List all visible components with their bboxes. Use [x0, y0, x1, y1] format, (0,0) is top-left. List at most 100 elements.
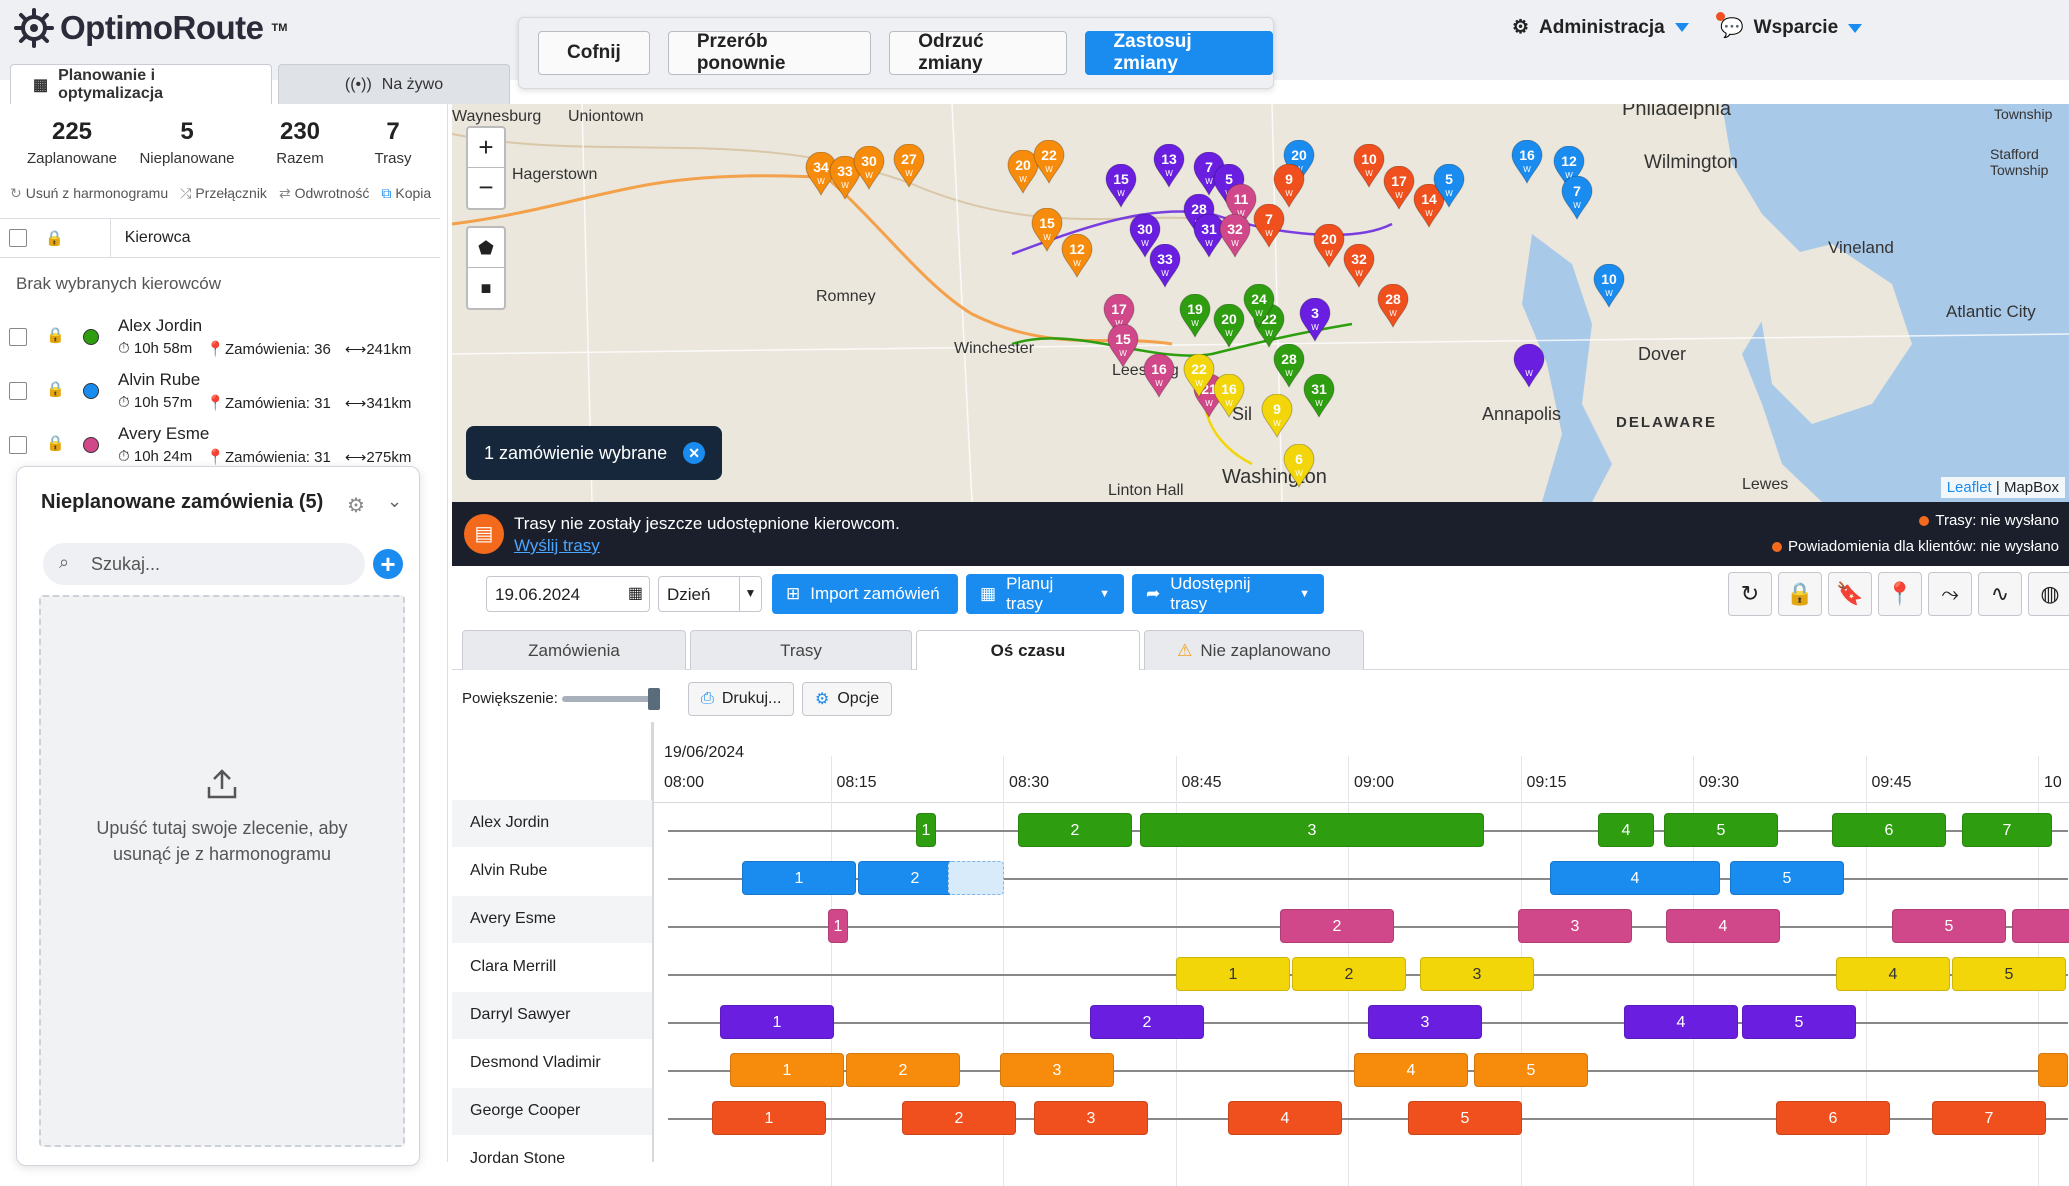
timeline-order-block[interactable]: 1	[720, 1005, 834, 1039]
map-order-pin[interactable]: 17 W	[1102, 293, 1136, 339]
map-order-pin[interactable]: 14 W	[1412, 183, 1446, 229]
clear-selection-icon[interactable]: ✕	[683, 442, 706, 464]
import-orders-button[interactable]: ⊞ Import zamówień	[772, 574, 958, 614]
timeline-order-block[interactable]: 2	[1090, 1005, 1204, 1039]
map-order-pin[interactable]: 24 W	[1242, 283, 1276, 329]
timeline-order-block[interactable]: 4	[1354, 1053, 1468, 1087]
timeline-order-block[interactable]: 4	[1836, 957, 1950, 991]
select-all-checkbox[interactable]	[9, 229, 27, 247]
map-order-pin[interactable]: 10 W	[1352, 143, 1386, 189]
map-order-pin[interactable]: 33 W	[1148, 243, 1182, 289]
timeline-order-block[interactable]: 3	[1000, 1053, 1114, 1087]
map-order-pin[interactable]: 20 W	[1006, 149, 1040, 195]
timeline-order-block[interactable]: 6	[1832, 813, 1946, 847]
location-button[interactable]: 📍	[1878, 572, 1922, 616]
map-order-pin[interactable]: 13 W	[1152, 143, 1186, 189]
timeline-order-block[interactable]: 7	[1962, 813, 2052, 847]
tab-orders[interactable]: Zamówienia	[462, 630, 686, 670]
timeline-order-block[interactable]: 6	[1776, 1101, 1890, 1135]
map-order-pin[interactable]: 27 W	[892, 143, 926, 189]
timeline-order-block[interactable]: 3	[1368, 1005, 1482, 1039]
timeline-order-block[interactable]: 5	[1474, 1053, 1588, 1087]
leaflet-link[interactable]: Leaflet	[1946, 479, 1992, 496]
map-order-pin[interactable]: 15 W	[1106, 323, 1140, 369]
send-routes-link[interactable]: Wyślij trasy	[514, 536, 600, 555]
tab-unplanned[interactable]: ⚠ Nie zaplanowano	[1144, 630, 1364, 670]
driver-checkbox[interactable]	[9, 328, 27, 346]
driver-checkbox[interactable]	[9, 382, 27, 400]
timeline-order-block[interactable]: 4	[1624, 1005, 1738, 1039]
map-order-pin[interactable]: 28 W	[1376, 283, 1410, 329]
map-order-pin[interactable]: 20 W	[1312, 223, 1346, 269]
timeline-order-block[interactable]: 5	[1742, 1005, 1856, 1039]
timeline-order-block[interactable]: 4	[1666, 909, 1780, 943]
timeline-order-block[interactable]: 3	[1420, 957, 1534, 991]
undo-button[interactable]: Cofnij	[538, 31, 650, 75]
admin-menu[interactable]: ⚙ Administracja	[1512, 16, 1689, 39]
globe-button[interactable]: ◍	[2028, 572, 2069, 616]
lock-icon[interactable]: 🔒	[46, 327, 65, 344]
map-order-pin[interactable]: 32 W	[1342, 243, 1376, 289]
timeline-order-block[interactable]: 4	[1598, 813, 1654, 847]
lock-icon[interactable]: 🔒	[46, 435, 65, 452]
timeline-order-block[interactable]: 4	[1550, 861, 1720, 895]
app-logo[interactable]: OptimoRoute TM	[14, 8, 287, 48]
date-picker[interactable]: 19.06.2024 ▦	[486, 576, 650, 612]
driver-row[interactable]: 🔒 Avery Esme ⏱ 10h 24m 📍Zamówienia: 31 ⟷27…	[0, 418, 440, 472]
drop-zone[interactable]: Upuść tutaj swoje zlecenie, aby usunąć j…	[39, 595, 405, 1147]
map-order-pin[interactable]: 22 W	[1182, 353, 1216, 399]
period-select[interactable]: Dzień ▼	[658, 576, 762, 612]
map-order-pin[interactable]: 16 W	[1212, 373, 1246, 419]
add-order-button[interactable]: +	[373, 549, 403, 579]
timeline-order-block[interactable]: 5	[1664, 813, 1778, 847]
options-button[interactable]: ⚙ Opcje	[802, 682, 893, 716]
map-order-pin[interactable]: 31 W	[1302, 373, 1336, 419]
timeline-order-block[interactable]: 3	[1140, 813, 1484, 847]
timeline-order-block[interactable]	[2038, 1053, 2068, 1087]
timeline-order-block[interactable]: 5	[1952, 957, 2066, 991]
zoom-slider[interactable]	[562, 696, 658, 702]
gear-icon[interactable]: ⚙	[347, 495, 365, 517]
map-order-pin[interactable]: 16 W	[1510, 139, 1544, 185]
map-order-pin[interactable]: 15 W	[1104, 163, 1138, 209]
tab-live[interactable]: ((•)) Na żywo	[278, 64, 510, 104]
rectangle-icon[interactable]: ■	[480, 278, 492, 298]
map-order-pin[interactable]: 12 W	[1552, 145, 1586, 191]
zoom-slider-handle[interactable]	[648, 688, 660, 710]
timeline-order-block[interactable]: 2	[1280, 909, 1394, 943]
timeline-order-block[interactable]: 1	[742, 861, 856, 895]
map-order-pin[interactable]: 19 W	[1178, 293, 1212, 339]
map-order-pin[interactable]: 12 W	[1060, 233, 1094, 279]
timeline-order-block[interactable]: 2	[1292, 957, 1406, 991]
map-order-pin[interactable]: 17 W	[1382, 165, 1416, 211]
apply-button[interactable]: Zastosuj zmiany	[1084, 31, 1273, 75]
timeline-order-block[interactable]: 2	[1018, 813, 1132, 847]
map-order-pin[interactable]: 31 W	[1192, 213, 1226, 259]
lock-icon[interactable]: 🔒	[45, 230, 64, 247]
map-order-pin[interactable]: 33 W	[828, 155, 862, 201]
timeline-order-block[interactable]: 5	[1892, 909, 2006, 943]
driver-checkbox[interactable]	[9, 436, 27, 454]
share-routes-button[interactable]: ➦ Udostępnij trasy ▼	[1132, 574, 1324, 614]
timeline-order-block[interactable]: 5	[1730, 861, 1844, 895]
map-order-pin[interactable]: 16 W	[1142, 353, 1176, 399]
print-button[interactable]: ⎙ Drukuj...	[688, 682, 795, 716]
path-button[interactable]: ∿	[1978, 572, 2022, 616]
timeline-order-block[interactable]: 1	[828, 909, 848, 943]
toggle-action[interactable]: ⤮ Przełącznik	[180, 185, 267, 202]
driver-row[interactable]: 🔒 Alex Jordin ⏱ 10h 58m 📍Zamówienia: 36 ⟷2…	[0, 310, 440, 364]
refresh-button[interactable]: ↻	[1728, 572, 1772, 616]
timeline-order-block[interactable]: 1	[712, 1101, 826, 1135]
remove-from-schedule-action[interactable]: ↻ Usuń z harmonogramu	[10, 185, 168, 202]
timeline-order-block[interactable]: 2	[846, 1053, 960, 1087]
map-order-pin[interactable]: 32 W	[1218, 213, 1252, 259]
map-order-pin[interactable]: 15 W	[1030, 207, 1064, 253]
timeline-order-block[interactable]: 1	[730, 1053, 844, 1087]
lock-icon[interactable]: 🔒	[46, 381, 65, 398]
timeline-order-block[interactable]: 5	[1408, 1101, 1522, 1135]
